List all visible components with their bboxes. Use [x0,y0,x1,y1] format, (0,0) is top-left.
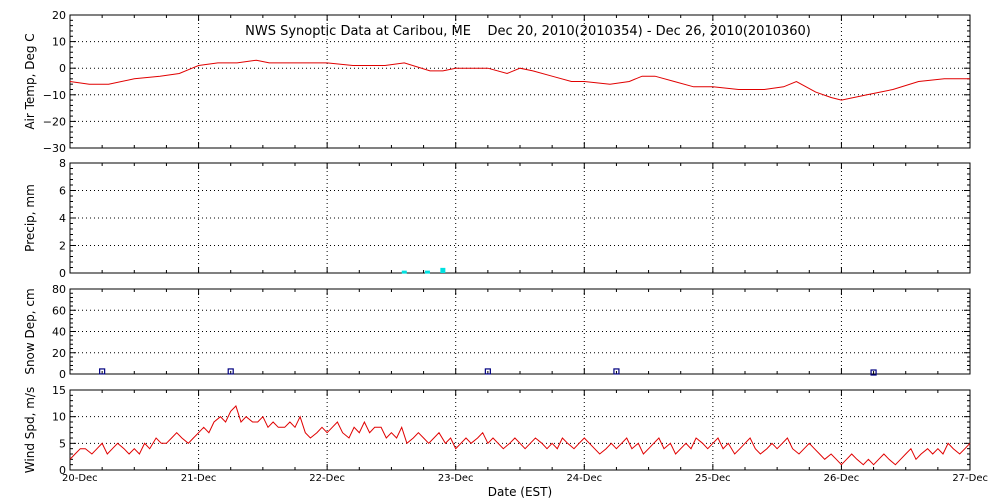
y-tick-label: 10 [52,36,66,49]
y-tick-label: −30 [43,142,66,155]
y-axis-label: Air Temp, Deg C [23,33,37,129]
y-tick-label: −20 [43,115,66,128]
y-tick-label: −10 [43,89,66,102]
y-tick-label: 10 [52,411,66,424]
snow-depth-marker [227,368,234,375]
snow-depth-marker [870,369,877,376]
series-line [69,405,971,466]
y-axis-label: Precip, mm [23,184,37,252]
x-tick-label: 22-Dec [309,473,345,484]
y-tick-label: 20 [52,347,66,360]
series-line [69,59,970,101]
x-tick-label: 23-Dec [438,473,474,484]
y-tick-label: 40 [52,326,66,339]
y-tick-label: 4 [59,212,66,225]
precip-bar [440,267,446,273]
x-tick-label: 21-Dec [181,473,217,484]
y-axis-label: Wind Spd, m/s [23,387,37,473]
x-tick-label: 24-Dec [566,473,602,484]
x-axis-label: Date (EST) [488,485,552,499]
panel-frame [69,389,971,471]
y-tick-label: 60 [52,304,66,317]
snow-depth-marker [99,368,106,375]
panel-frame [69,162,971,274]
snow-depth-marker [613,368,620,375]
y-tick-label: 0 [59,368,66,381]
panel-2: 80 60 40 20 0 Snow Dep, cm [23,283,971,381]
y-tick-label: 8 [59,157,66,170]
x-tick-label: 26-Dec [824,473,860,484]
y-tick-label: 0 [59,62,66,75]
y-tick-label: 5 [59,437,66,450]
y-tick-label: 2 [59,240,66,253]
y-axis-label: Snow Dep, cm [23,288,37,374]
panel-0: 20 10 0 −10 −20 −30 Air Temp, Deg C [23,9,971,155]
panel-3: 15 10 5 0 Wind Spd, m/s [23,384,971,477]
precip-bar [401,270,407,274]
x-tick-labels: 20-Dec 21-Dec 22-Dec 23-Dec 24-Dec 25-Dec 26-D… [62,473,988,484]
panel-frame [69,288,971,375]
y-tick-label: 6 [59,185,66,198]
snow-depth-marker [484,368,491,375]
y-tick-label: 80 [52,283,66,296]
panel-1: 8 6 4 2 0 Precip, mm [23,157,971,280]
y-tick-label: 15 [52,384,66,397]
x-tick-label: 20-Dec [62,473,98,484]
chart-title: NWS Synoptic Data at Caribou, ME Dec 20,… [245,24,811,39]
y-tick-label: 20 [52,9,66,22]
x-tick-label: 25-Dec [695,473,731,484]
x-tick-label: 27-Dec [952,473,988,484]
y-tick-label: 0 [59,464,66,477]
y-tick-label: 0 [59,267,66,280]
precip-bar [424,270,430,274]
